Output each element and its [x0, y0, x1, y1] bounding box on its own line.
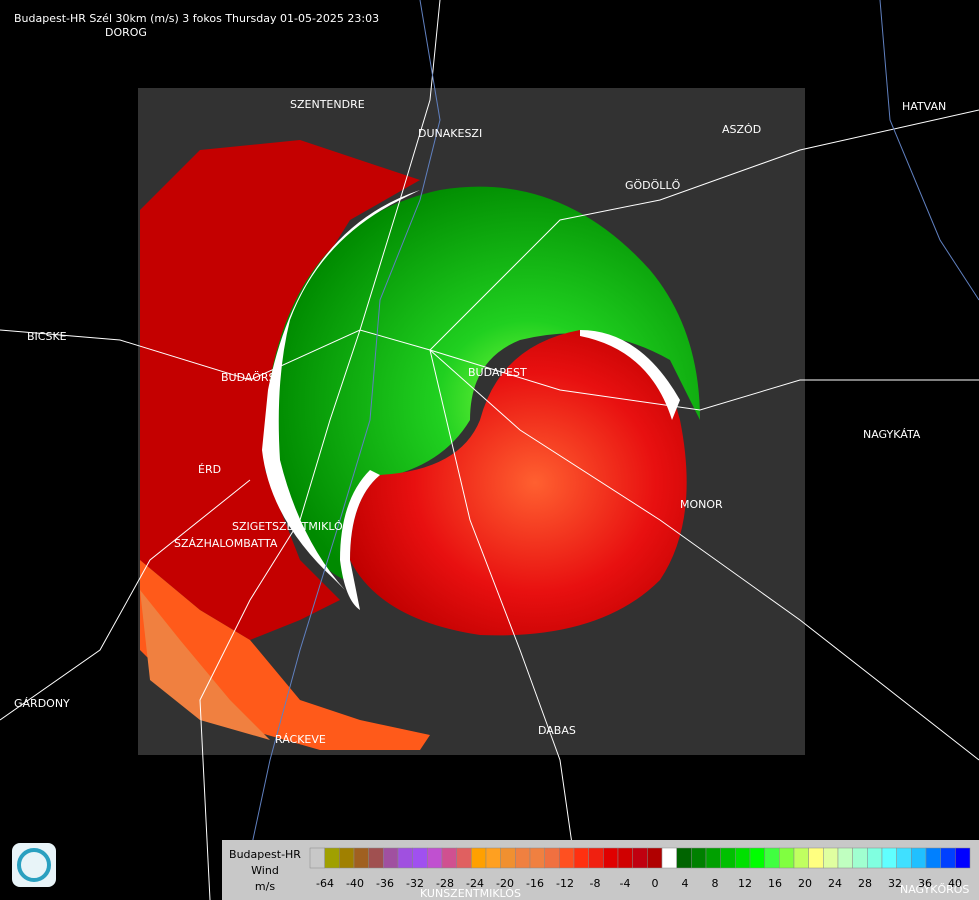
legend-swatch — [383, 847, 399, 869]
legend-swatch — [617, 847, 633, 869]
legend-swatch — [559, 847, 575, 869]
legend-tick-label: -16 — [526, 877, 544, 890]
legend-swatch — [720, 847, 736, 869]
place-label: BICSKE — [27, 330, 67, 343]
place-label: RÁCKEVE — [275, 733, 326, 746]
place-label: NAGYKŐRÖS — [900, 882, 969, 896]
legend-swatch — [632, 847, 648, 869]
legend-tick-label: 32 — [888, 877, 902, 890]
legend-title-line: Wind — [251, 864, 279, 877]
place-label: GÖDÖLLŐ — [625, 178, 681, 192]
legend-swatch — [603, 847, 619, 869]
legend-tick-label: 0 — [652, 877, 659, 890]
legend-swatch — [764, 847, 780, 869]
place-label: NAGYKÁTA — [863, 428, 921, 441]
place-label: SZENTENDRE — [290, 98, 365, 111]
place-label: DUNAKESZI — [418, 127, 482, 140]
legend-swatch — [955, 847, 971, 869]
legend-tick-label: 4 — [682, 877, 689, 890]
legend-swatch — [896, 847, 912, 869]
place-label: MONOR — [680, 498, 723, 511]
place-label: SZIGETSZENTMIKLÓS — [232, 520, 350, 533]
radar-echoes — [140, 140, 700, 750]
place-label: KUNSZENTMIKLÓS — [420, 887, 521, 900]
place-label: ASZÓD — [722, 123, 761, 136]
place-label: SZÁZHALOMBATTA — [174, 537, 278, 550]
legend-swatch — [456, 847, 472, 869]
legend-swatch — [911, 847, 927, 869]
legend-swatch — [573, 847, 589, 869]
legend-swatch — [823, 847, 839, 869]
legend-swatch — [368, 847, 384, 869]
legend-tick-label: -64 — [316, 877, 334, 890]
legend-swatch — [867, 847, 883, 869]
legend-title: Budapest-HR Wind m/s — [229, 848, 301, 893]
legend-tick-label: -24 — [466, 877, 484, 890]
legend-tick-label: -12 — [556, 877, 574, 890]
logo — [12, 843, 56, 887]
legend-swatch — [661, 847, 677, 869]
legend-swatch — [353, 847, 369, 869]
legend-tick-label: -28 — [436, 877, 454, 890]
legend-swatch — [529, 847, 545, 869]
place-label: ÉRD — [198, 463, 221, 476]
legend-tick-label: 20 — [798, 877, 812, 890]
legend-swatch — [324, 847, 340, 869]
legend-swatch — [339, 847, 355, 869]
legend-tick-label: -40 — [346, 877, 364, 890]
legend-swatch — [925, 847, 941, 869]
legend-swatch — [735, 847, 751, 869]
place-label: DOROG — [105, 26, 147, 39]
legend-swatch — [749, 847, 765, 869]
place-label: BUDAPEST — [468, 366, 527, 379]
legend-swatch — [412, 847, 428, 869]
legend-swatch — [852, 847, 868, 869]
legend-swatch — [471, 847, 487, 869]
legend-swatch — [427, 847, 443, 869]
legend-swatch — [940, 847, 956, 869]
legend-swatch — [837, 847, 853, 869]
legend-swatch — [779, 847, 795, 869]
legend-swatch — [881, 847, 897, 869]
legend-tick-label: -32 — [406, 877, 424, 890]
legend-tick-label: -4 — [620, 877, 631, 890]
legend-swatch — [441, 847, 457, 869]
legend-swatch — [588, 847, 604, 869]
legend-swatch — [397, 847, 413, 869]
legend-tick-label: 12 — [738, 877, 752, 890]
legend-swatch — [515, 847, 531, 869]
legend-swatch — [500, 847, 516, 869]
place-label: BUDAÖRS — [221, 371, 276, 384]
place-label: DABAS — [538, 724, 576, 737]
rivers — [239, 0, 979, 900]
legend-tick-label: 36 — [918, 877, 932, 890]
legend-tick-label: 24 — [828, 877, 842, 890]
legend-tick-label: -36 — [376, 877, 394, 890]
legend-swatch — [485, 847, 501, 869]
legend-title-line: Budapest-HR — [229, 848, 301, 861]
legend-tick-label: 16 — [768, 877, 782, 890]
legend-tick-label: -20 — [496, 877, 514, 890]
legend-swatch — [808, 847, 824, 869]
legend-swatch — [691, 847, 707, 869]
place-label: HATVAN — [902, 100, 946, 113]
legend-swatch — [705, 847, 721, 869]
legend-tick-label: 28 — [858, 877, 872, 890]
legend-swatch — [309, 847, 325, 869]
legend-tick-label: -8 — [590, 877, 601, 890]
legend-tick-label: 40 — [948, 877, 962, 890]
place-label: GÁRDONY — [14, 697, 70, 710]
legend-swatch — [793, 847, 809, 869]
legend-swatch — [647, 847, 663, 869]
legend-swatch — [676, 847, 692, 869]
map-title: Budapest-HR Szél 30km (m/s) 3 fokos Thur… — [14, 12, 379, 25]
legend-swatch — [544, 847, 560, 869]
legend-tick-label: 8 — [712, 877, 719, 890]
legend-title-line: m/s — [255, 880, 275, 893]
